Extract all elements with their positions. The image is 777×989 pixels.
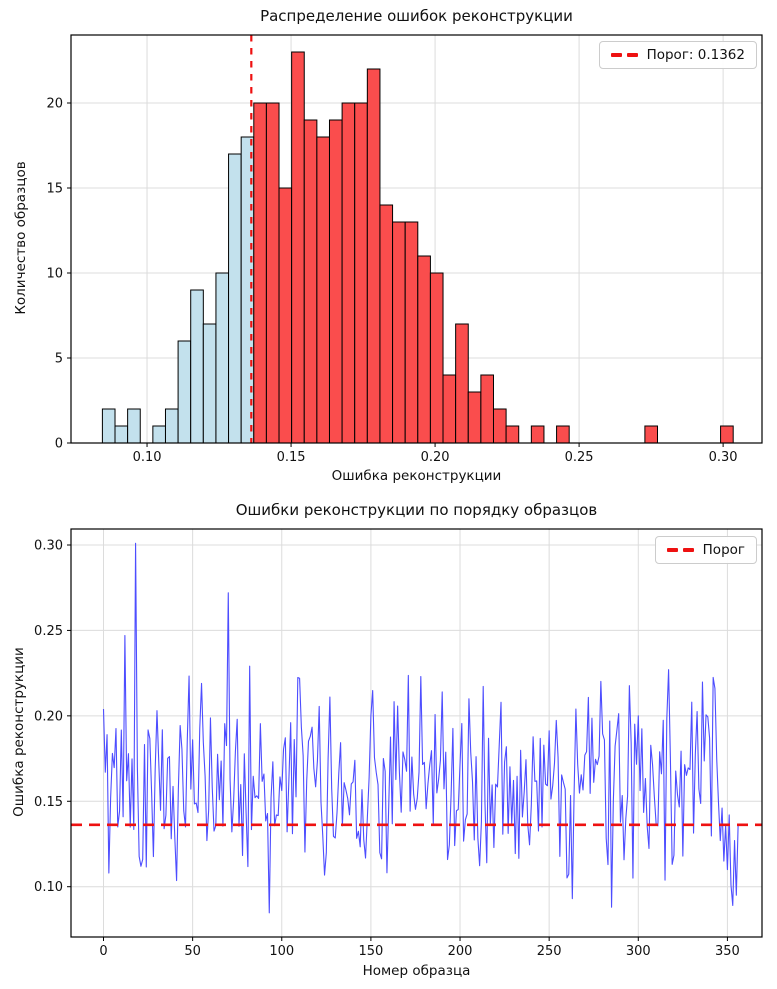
y-tick-label: 15 — [46, 182, 63, 197]
threshold-dash-icon — [610, 53, 638, 57]
histogram-bar — [316, 136, 330, 444]
x-tick-label: 0.20 — [421, 450, 450, 465]
histogram-bar — [190, 289, 204, 444]
histogram-bar — [442, 374, 457, 444]
y-tick-label: 10 — [46, 267, 63, 282]
x-tick-label: 350 — [715, 944, 740, 959]
x-tick-label: 0.10 — [133, 450, 162, 465]
histogram-title: Распределение ошибок реконструкции — [260, 7, 573, 25]
line-chart-legend-label: Порог — [702, 542, 745, 558]
histogram-bar — [127, 408, 141, 444]
y-tick-label: 20 — [46, 97, 63, 112]
histogram-bar — [265, 102, 280, 444]
histogram-bar — [177, 340, 192, 444]
histogram-xlabel: Ошибка реконструкции — [331, 468, 502, 484]
histogram-bar — [101, 408, 116, 444]
line-chart-ylabel: Ошибка реконструкции — [11, 647, 27, 817]
y-tick-label: 0.15 — [34, 795, 63, 810]
x-tick-label: 250 — [537, 944, 562, 959]
histogram-bar — [467, 391, 482, 444]
histogram-legend: Порог: 0.1362 — [598, 41, 757, 69]
histogram-bar — [354, 102, 368, 444]
histogram-legend-label: Порог: 0.1362 — [646, 47, 745, 63]
line-chart-title: Ошибки реконструкции по порядку образцов — [235, 501, 598, 519]
x-tick-label: 150 — [358, 944, 383, 959]
threshold-dash-icon — [666, 548, 694, 552]
x-tick-label: 0.25 — [565, 450, 594, 465]
histogram-bar — [644, 425, 659, 444]
histogram-bar — [417, 255, 431, 444]
axes-border — [70, 528, 763, 938]
axes-border — [70, 34, 763, 444]
histogram-bar — [480, 374, 494, 444]
histogram-bar — [228, 153, 242, 444]
y-tick-label: 0.30 — [34, 538, 63, 553]
x-tick-label: 200 — [448, 944, 473, 959]
y-tick-label: 0.20 — [34, 709, 63, 724]
x-tick-label: 0 — [99, 944, 107, 959]
histogram-bar — [215, 272, 230, 444]
histogram-bar — [202, 323, 217, 444]
histogram-bar — [152, 425, 166, 444]
histogram-bar — [379, 204, 394, 444]
x-tick-label: 300 — [626, 944, 651, 959]
histogram-bar — [291, 51, 305, 444]
error-series-line — [102, 542, 739, 914]
histogram-bar — [303, 119, 318, 444]
histogram-bar — [492, 408, 507, 444]
y-tick-label: 5 — [55, 352, 63, 367]
x-tick-label: 100 — [269, 944, 294, 959]
histogram-bar — [505, 425, 520, 444]
histogram-bar — [366, 68, 381, 444]
line-chart-legend: Порог — [654, 536, 757, 564]
y-tick-label: 0.10 — [34, 880, 63, 895]
histogram-bar — [429, 272, 444, 444]
histogram-bar — [556, 425, 570, 444]
histogram-bar — [404, 221, 419, 444]
histogram-ylabel: Количество образцов — [13, 161, 29, 315]
y-tick-label: 0.25 — [34, 624, 63, 639]
x-tick-label: 50 — [184, 944, 201, 959]
histogram-bar — [455, 323, 469, 444]
histogram-bar — [341, 102, 356, 444]
histogram-bar — [530, 425, 545, 444]
histogram-bar — [392, 221, 406, 444]
line-chart-xlabel: Номер образца — [362, 963, 471, 979]
histogram-bar — [164, 408, 179, 444]
histogram-bar — [114, 425, 129, 444]
histogram-bar — [253, 102, 267, 444]
y-tick-label: 0 — [55, 437, 63, 452]
histogram-bar — [328, 119, 343, 444]
histogram-bar — [278, 187, 293, 444]
x-tick-label: 0.15 — [277, 450, 306, 465]
x-tick-label: 0.30 — [709, 450, 738, 465]
histogram-bar — [720, 425, 734, 444]
